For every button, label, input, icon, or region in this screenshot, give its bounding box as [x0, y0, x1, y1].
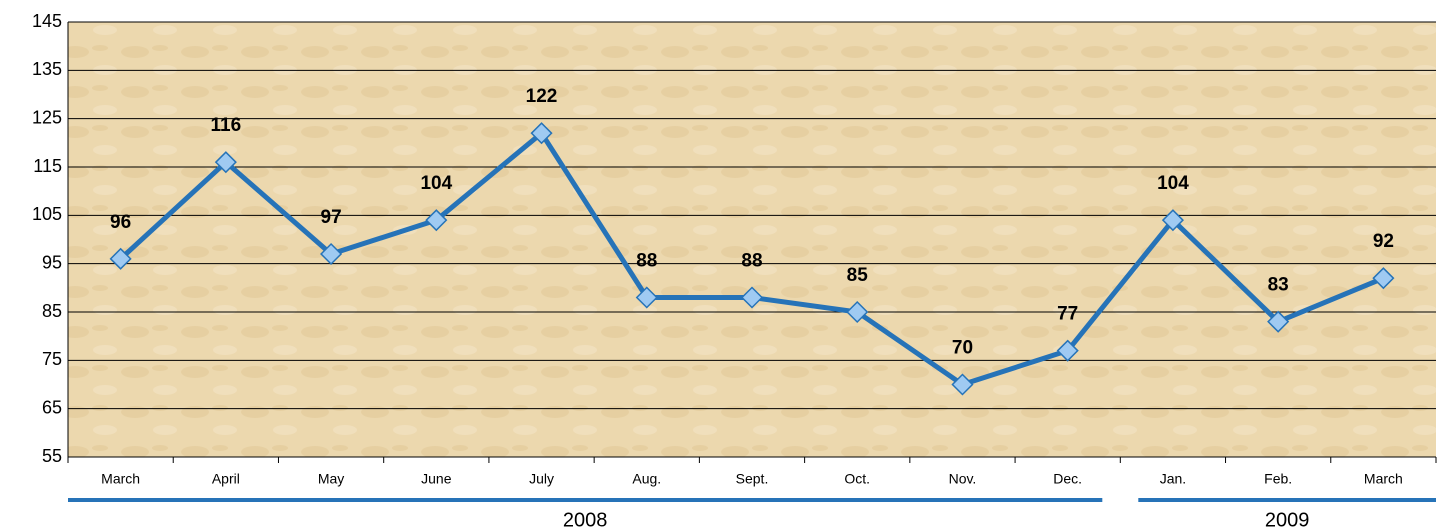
x-tick-label: May: [318, 471, 344, 487]
marker: [1372, 267, 1395, 290]
value-label: 88: [741, 251, 762, 272]
value-label: 116: [211, 115, 242, 136]
marker: [1056, 339, 1079, 362]
x-tick-label: Jan.: [1160, 471, 1186, 487]
value-label: 77: [1057, 304, 1078, 325]
x-tick-label: March: [1364, 471, 1403, 487]
x-tick-label: Aug.: [632, 471, 661, 487]
marker: [530, 122, 553, 145]
y-tick-label: 145: [32, 11, 62, 31]
value-label: 122: [526, 86, 558, 107]
plot-background: [68, 22, 1436, 457]
value-label: 83: [1268, 275, 1289, 296]
y-tick-label: 95: [42, 252, 62, 272]
group-label: 2009: [1265, 509, 1310, 531]
marker: [425, 209, 448, 232]
value-label: 92: [1373, 231, 1394, 252]
marker: [740, 286, 764, 309]
x-tick-label: July: [529, 471, 554, 487]
y-tick-label: 85: [42, 301, 62, 321]
y-tick-label: 125: [32, 107, 62, 127]
marker: [109, 247, 132, 270]
value-label: 104: [420, 173, 452, 194]
y-tick-label: 135: [32, 59, 62, 79]
value-label: 88: [636, 251, 657, 272]
value-label: 70: [952, 338, 973, 359]
y-tick-label: 115: [33, 156, 62, 176]
x-tick-label: March: [101, 471, 140, 487]
x-tick-label: April: [212, 471, 240, 487]
x-tick-label: June: [421, 471, 452, 487]
marker: [1161, 209, 1184, 232]
value-label: 85: [847, 265, 869, 286]
marker: [1267, 310, 1290, 333]
value-label: 97: [321, 207, 342, 228]
group-label: 2008: [563, 509, 608, 531]
marker: [214, 151, 237, 174]
x-tick-label: Feb.: [1264, 471, 1292, 487]
value-label: 96: [110, 212, 131, 233]
y-tick-label: 105: [32, 204, 62, 224]
y-tick-label: 65: [42, 397, 62, 417]
marker: [846, 300, 869, 324]
y-tick-label: 55: [42, 446, 62, 466]
marker: [635, 286, 658, 309]
marker: [951, 373, 974, 396]
x-tick-label: Dec.: [1053, 471, 1082, 487]
value-label: 104: [1157, 173, 1189, 194]
marker: [320, 242, 343, 266]
x-tick-label: Nov.: [949, 471, 977, 487]
x-tick-label: Oct.: [844, 471, 870, 487]
x-tick-label: Sept.: [736, 471, 769, 487]
y-tick-label: 75: [42, 349, 62, 369]
